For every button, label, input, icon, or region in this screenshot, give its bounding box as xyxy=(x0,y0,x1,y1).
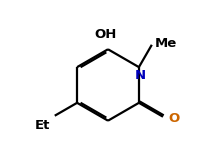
Text: N: N xyxy=(134,69,146,82)
Text: O: O xyxy=(168,112,179,125)
Text: Et: Et xyxy=(34,119,50,132)
Text: OH: OH xyxy=(95,28,117,41)
Text: Me: Me xyxy=(155,37,177,50)
